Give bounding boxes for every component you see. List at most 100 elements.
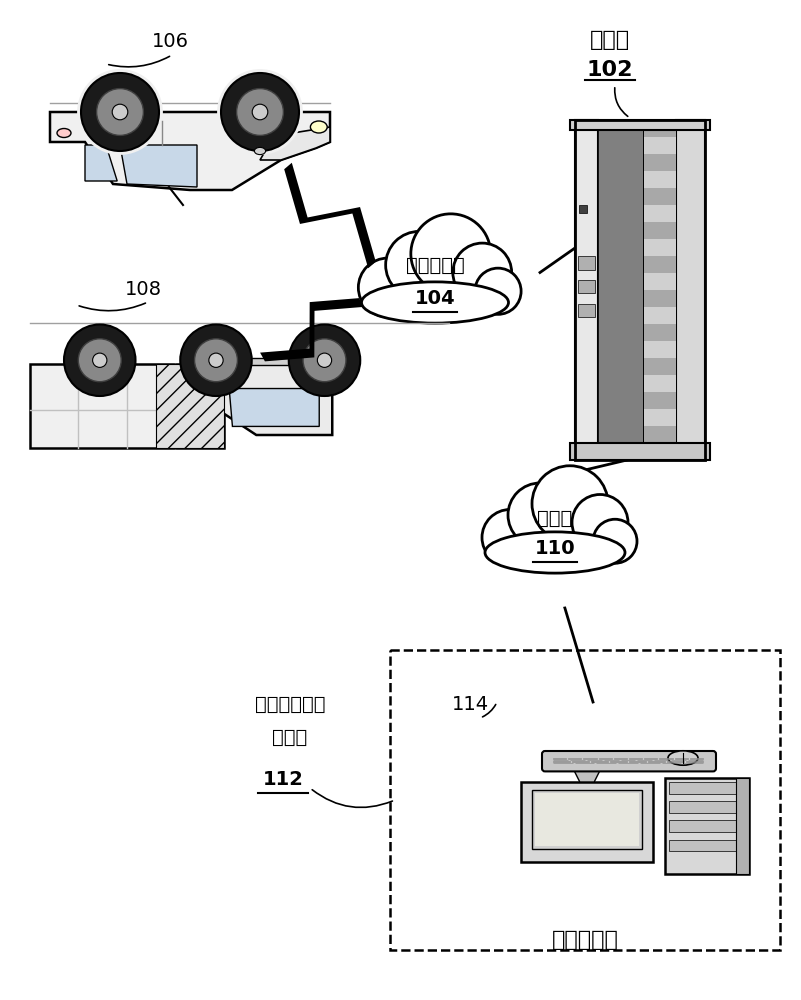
Circle shape [97, 89, 143, 135]
Text: 办公室: 办公室 [272, 728, 308, 747]
Ellipse shape [557, 764, 617, 771]
Circle shape [411, 214, 491, 294]
Bar [644, 358, 676, 375]
Bar [390, 650, 780, 950]
Bar [644, 409, 676, 426]
Bar [575, 120, 705, 460]
Circle shape [236, 89, 284, 135]
Circle shape [93, 353, 107, 367]
Circle shape [77, 69, 163, 155]
Text: 112: 112 [263, 770, 304, 789]
Text: 因特网: 因特网 [537, 508, 573, 528]
Bar [644, 188, 676, 205]
Text: 客户计算机: 客户计算机 [552, 930, 618, 950]
Polygon shape [223, 363, 332, 435]
Circle shape [303, 339, 346, 382]
Circle shape [358, 258, 417, 317]
Bar [669, 840, 745, 851]
Bar [669, 801, 745, 813]
Circle shape [500, 497, 610, 607]
Bar [665, 778, 749, 874]
Circle shape [508, 483, 572, 547]
Bar [521, 782, 653, 862]
Bar [644, 239, 676, 256]
Bar [644, 171, 676, 188]
Text: 106: 106 [151, 32, 188, 51]
Circle shape [367, 267, 430, 330]
Circle shape [385, 231, 453, 299]
Polygon shape [284, 163, 376, 268]
Bar [644, 443, 676, 460]
Circle shape [209, 353, 223, 367]
Bar [312, 371, 328, 381]
Bar [676, 120, 705, 460]
Ellipse shape [255, 147, 266, 155]
Polygon shape [260, 127, 330, 160]
Bar [570, 120, 710, 130]
Circle shape [482, 510, 538, 566]
Bar [575, 120, 598, 460]
Bar [669, 782, 745, 794]
Bar [644, 222, 676, 239]
Bar [534, 793, 639, 846]
Circle shape [78, 339, 121, 382]
Bar [644, 426, 676, 443]
Circle shape [508, 483, 572, 547]
Bar [644, 137, 676, 154]
Circle shape [572, 494, 628, 550]
Bar [30, 363, 223, 448]
Circle shape [441, 267, 503, 330]
Circle shape [217, 69, 303, 155]
Bar [644, 290, 676, 307]
Bar [644, 375, 676, 392]
Circle shape [112, 104, 128, 120]
Circle shape [288, 324, 360, 396]
Bar [578, 304, 595, 317]
Ellipse shape [311, 121, 327, 133]
Text: 102: 102 [587, 60, 634, 80]
Ellipse shape [668, 751, 698, 765]
Bar [570, 443, 710, 460]
Bar [578, 256, 595, 270]
Polygon shape [120, 145, 197, 187]
Circle shape [411, 214, 491, 294]
Bar [156, 363, 223, 448]
Bar [598, 120, 644, 460]
Text: 108: 108 [124, 280, 162, 299]
Circle shape [572, 494, 628, 550]
Circle shape [560, 519, 620, 579]
Circle shape [475, 268, 521, 314]
Bar [578, 280, 595, 293]
Bar [644, 392, 676, 409]
Circle shape [317, 353, 332, 367]
Ellipse shape [485, 532, 625, 573]
Bar [644, 120, 676, 137]
Polygon shape [85, 145, 117, 181]
Bar [644, 205, 676, 222]
Text: 服务器: 服务器 [590, 30, 630, 50]
Bar [736, 778, 749, 874]
Text: 114: 114 [452, 695, 489, 714]
Circle shape [532, 466, 608, 542]
Bar [644, 154, 676, 171]
Circle shape [593, 519, 637, 563]
Bar [532, 790, 642, 849]
Text: 分组通信网: 分组通信网 [405, 255, 465, 274]
Polygon shape [229, 389, 320, 426]
Bar [579, 205, 587, 213]
Polygon shape [573, 768, 602, 782]
Bar [644, 307, 676, 324]
Circle shape [252, 104, 268, 120]
Bar [644, 341, 676, 358]
Circle shape [453, 243, 512, 302]
Text: 车辆经销商的: 车辆经销商的 [255, 695, 325, 714]
Circle shape [195, 339, 237, 382]
Polygon shape [50, 112, 330, 190]
Circle shape [453, 243, 512, 302]
Circle shape [180, 324, 252, 396]
Circle shape [81, 73, 159, 151]
Circle shape [64, 324, 135, 396]
Circle shape [593, 519, 637, 563]
Circle shape [358, 258, 417, 317]
Circle shape [221, 73, 299, 151]
